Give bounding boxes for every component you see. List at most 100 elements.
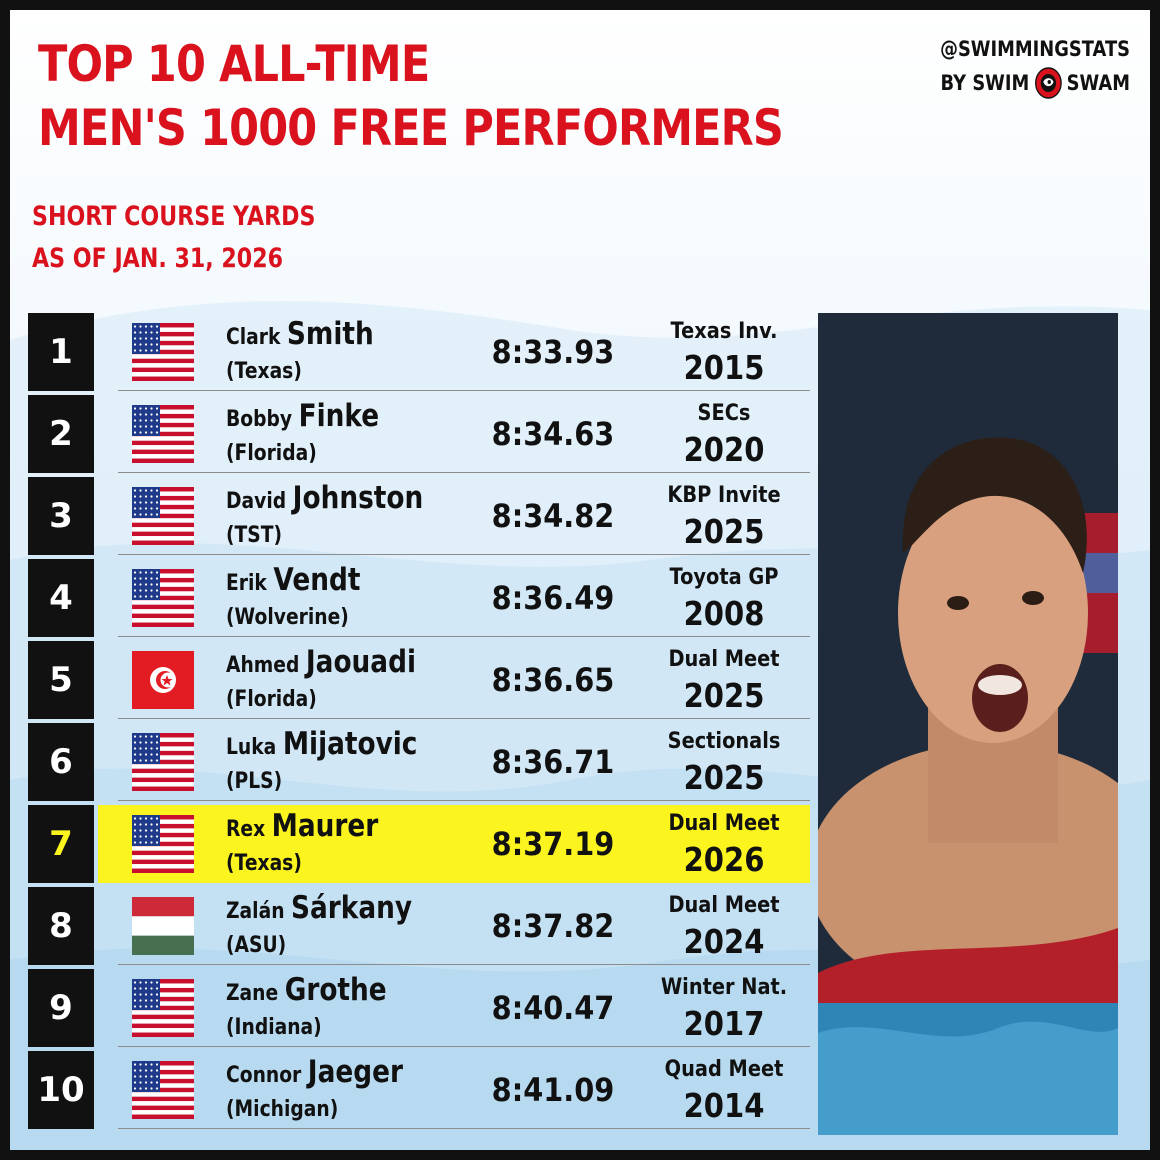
row-divider <box>118 1128 810 1129</box>
swim-time: 8:33.93 <box>491 333 615 371</box>
last-name: Mijatovic <box>282 726 418 762</box>
highlight-band <box>98 805 810 883</box>
team-name: (PLS) <box>226 769 283 794</box>
meet-name: Winter Nat. <box>660 975 788 1000</box>
first-name: Erik <box>226 571 267 596</box>
table-row: 4 Erik Vendt (Wolverine) 8:36.49 Toyota GP 20… <box>28 559 810 641</box>
last-name: Sárkany <box>291 890 413 926</box>
usa-flag-icon <box>132 979 194 1038</box>
brand-block: @SWIMMINGSTATS BY SWIM SWAM <box>935 32 1130 100</box>
rank-badge: 1 <box>28 313 94 391</box>
subtitle-line-2: AS OF JAN. 31, 2026 <box>32 243 284 274</box>
swimmer-name: Connor Jaeger (Michigan) <box>226 1054 443 1126</box>
meet-name: Texas Inv. <box>670 319 778 344</box>
usa-flag-icon <box>132 405 194 464</box>
meet-name: Dual Meet <box>668 811 780 836</box>
swimmer-name: Erik Vendt (Wolverine) <box>226 562 443 634</box>
first-name: Ahmed <box>226 653 300 678</box>
table-row: 5 Ahmed Jaouadi (Florida) 8:36.65 Dual Meet 2… <box>28 641 810 723</box>
first-name: Clark <box>226 325 281 350</box>
swim-time: 8:36.65 <box>491 661 615 699</box>
meet-info: Toyota GP 2008 <box>638 561 810 633</box>
team-name: (Texas) <box>226 359 302 384</box>
first-name: Zane <box>226 981 279 1006</box>
table-row: 7 Rex Maurer (Texas) 8:37.19 Dual Meet 2026 <box>28 805 810 887</box>
swim-time: 8:36.49 <box>491 579 615 617</box>
swim-time: 8:34.82 <box>491 497 615 535</box>
team-name: (ASU) <box>226 933 287 958</box>
row-divider <box>118 718 810 719</box>
meet-info: SECs 2020 <box>638 397 810 469</box>
title-line-2: MEN'S 1000 FREE PERFORMERS <box>38 99 784 157</box>
table-row: 9 Zane Grothe (Indiana) 8:40.47 Winter Nat. 2… <box>28 969 810 1051</box>
row-divider <box>118 964 810 965</box>
table-row: 1 Clark Smith (Texas) 8:33.93 Texas Inv. 2015 <box>28 313 810 395</box>
meet-year: 2014 <box>683 1086 765 1125</box>
rank-badge: 5 <box>28 641 94 719</box>
swim-time: 8:34.63 <box>491 415 615 453</box>
first-name: Luka <box>226 735 277 760</box>
swimmer-name: Ahmed Jaouadi (Florida) <box>226 644 443 716</box>
meet-info: Winter Nat. 2017 <box>638 971 810 1043</box>
last-name: Vendt <box>273 562 361 598</box>
usa-flag-icon <box>132 1061 194 1120</box>
page-title: TOP 10 ALL-TIME MEN'S 1000 FREE PERFORME… <box>38 32 784 160</box>
team-name: (Indiana) <box>226 1015 322 1040</box>
swimmer-name: Zane Grothe (Indiana) <box>226 972 443 1044</box>
team-name: (Florida) <box>226 441 317 466</box>
meet-name: KBP Invite <box>667 483 781 508</box>
meet-info: Dual Meet 2024 <box>638 889 810 961</box>
table-row: 6 Luka Mijatovic (PLS) 8:36.71 Sectionals 202… <box>28 723 810 805</box>
brand-handle: @SWIMMINGSTATS <box>940 37 1130 61</box>
rank-badge: 10 <box>28 1051 94 1129</box>
first-name: Rex <box>226 817 266 842</box>
meet-info: Dual Meet 2026 <box>638 807 810 879</box>
swimswam-logo-icon <box>1034 67 1062 99</box>
swimmer-name: Clark Smith (Texas) <box>226 316 443 388</box>
row-divider <box>118 800 810 801</box>
brand-by: BY SWIM <box>940 71 1030 95</box>
row-divider <box>118 636 810 637</box>
usa-flag-icon <box>132 733 194 792</box>
meet-name: Dual Meet <box>668 893 780 918</box>
meet-year: 2017 <box>683 1004 765 1043</box>
meet-year: 2025 <box>683 512 765 551</box>
usa-flag-icon <box>132 323 194 382</box>
usa-flag-icon <box>132 815 194 874</box>
first-name: Connor <box>226 1063 302 1088</box>
swim-time: 8:41.09 <box>491 1071 615 1109</box>
rank-badge: 2 <box>28 395 94 473</box>
meet-name: SECs <box>697 401 751 426</box>
rank-badge: 6 <box>28 723 94 801</box>
meet-name: Sectionals <box>667 729 781 754</box>
swim-time: 8:37.19 <box>491 825 615 863</box>
first-name: Zalán <box>226 899 285 924</box>
swim-time: 8:40.47 <box>491 989 615 1027</box>
meet-year: 2025 <box>683 758 765 797</box>
row-divider <box>118 472 810 473</box>
rank-badge: 8 <box>28 887 94 965</box>
row-divider <box>118 554 810 555</box>
last-name: Jaeger <box>307 1054 403 1090</box>
meet-name: Toyota GP <box>669 565 779 590</box>
team-name: (TST) <box>226 523 283 548</box>
rank-badge: 7 <box>28 805 94 883</box>
swimmer-name: Luka Mijatovic (PLS) <box>226 726 443 798</box>
subtitle-line-1: SHORT COURSE YARDS <box>32 201 316 232</box>
swim-time: 8:37.82 <box>491 907 615 945</box>
meet-info: Quad Meet 2014 <box>638 1053 810 1125</box>
rank-badge: 4 <box>28 559 94 637</box>
rankings-table: 1 Clark Smith (Texas) 8:33.93 Texas Inv. 2015… <box>28 313 810 1133</box>
team-name: (Texas) <box>226 851 302 876</box>
meet-year: 2024 <box>683 922 765 961</box>
row-divider <box>118 1046 810 1047</box>
swimmer-name: Rex Maurer (Texas) <box>226 808 443 880</box>
team-name: (Michigan) <box>226 1097 339 1122</box>
swimmer-illustration <box>818 313 1118 1135</box>
first-name: Bobby <box>226 407 293 432</box>
swimmer-photo <box>818 313 1118 1135</box>
usa-flag-icon <box>132 487 194 546</box>
rank-badge: 9 <box>28 969 94 1047</box>
swim-time: 8:36.71 <box>491 743 615 781</box>
